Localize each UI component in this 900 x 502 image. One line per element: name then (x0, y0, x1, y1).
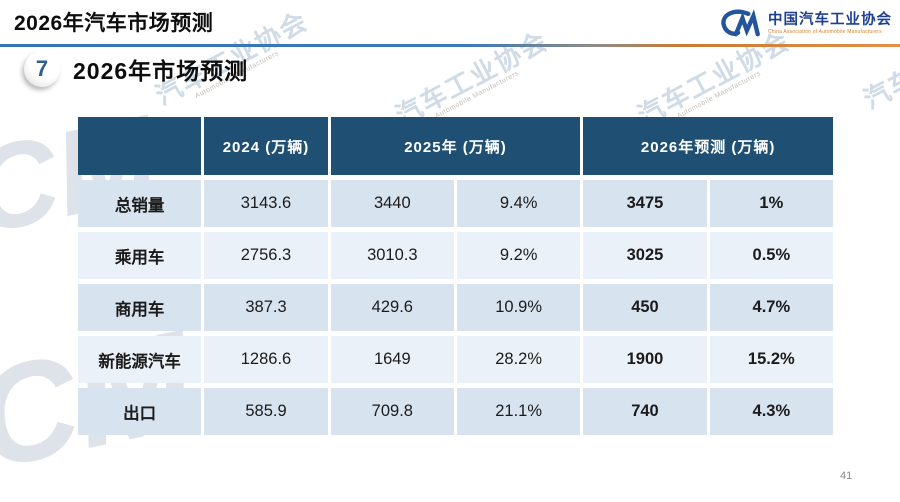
table-row: 新能源汽车 1286.6 1649 28.2% 1900 15.2% (78, 336, 833, 383)
caam-name-cn: 中国汽车工业协会 (768, 11, 892, 28)
cell-2026-growth: 1% (709, 180, 833, 227)
cell-2026-growth: 15.2% (709, 336, 833, 383)
cell-2025-growth: 28.2% (456, 336, 581, 383)
cell-2024: 387.3 (204, 284, 328, 331)
cell-2024: 1286.6 (204, 336, 328, 383)
cell-2025-value: 709.8 (330, 388, 454, 435)
table-row: 乘用车 2756.3 3010.3 9.2% 3025 0.5% (78, 232, 833, 279)
cell-2026-value: 3025 (583, 232, 707, 279)
table-row: 总销量 3143.6 3440 9.4% 3475 1% (78, 180, 833, 227)
cell-2025-value: 3440 (330, 180, 454, 227)
cell-2025-value: 3010.3 (330, 232, 454, 279)
cell-2025-growth: 10.9% (456, 284, 581, 331)
page-number: 41 (840, 470, 853, 482)
cell-2026-value: 1900 (583, 336, 707, 383)
row-label: 乘用车 (78, 232, 202, 279)
cell-2026-growth: 4.3% (709, 388, 833, 435)
table-row: 商用车 387.3 429.6 10.9% 450 4.7% (78, 284, 833, 331)
section-number-badge: 7 (24, 51, 60, 87)
cell-2025-growth: 9.4% (456, 180, 581, 227)
row-label: 新能源汽车 (78, 336, 202, 383)
cell-2025-growth: 9.2% (456, 232, 581, 279)
row-label: 出口 (78, 388, 202, 435)
section-heading: 2026年市场预测 (73, 58, 249, 84)
col-header-2025: 2025年 (万辆) (330, 117, 581, 175)
caam-logo-icon (721, 9, 760, 37)
caam-logo-text: 中国汽车工业协会 China Association of Automobile… (768, 11, 892, 35)
table-row: 出口 585.9 709.8 21.1% 740 4.3% (78, 388, 833, 435)
table-corner-cell (78, 117, 202, 175)
row-label: 总销量 (78, 180, 202, 227)
cell-2026-value: 740 (583, 388, 707, 435)
watermark-text-en: Automobile Manufacturers (434, 69, 521, 121)
col-header-2024: 2024 (万辆) (204, 117, 328, 175)
page-title: 2026年汽车市场预测 (14, 12, 214, 35)
forecast-table: 2024 (万辆) 2025年 (万辆) 2026年预测 (万辆) 总销量 31… (75, 112, 836, 440)
cell-2026-growth: 0.5% (709, 232, 833, 279)
watermark-text-en: Automobile Manufacturers (676, 69, 763, 121)
cell-2025-value: 429.6 (330, 284, 454, 331)
cell-2025-growth: 21.1% (456, 388, 581, 435)
caam-name-en: China Association of Automobile Manufact… (768, 28, 882, 35)
section-heading-row: 7 2026年市场预测 (24, 51, 248, 87)
row-label: 商用车 (78, 284, 202, 331)
cell-2025-value: 1649 (330, 336, 454, 383)
title-underline (0, 44, 900, 47)
caam-logo: 中国汽车工业协会 China Association of Automobile… (719, 8, 892, 40)
cell-2024: 3143.6 (204, 180, 328, 227)
cell-2026-value: 450 (583, 284, 707, 331)
cell-2026-growth: 4.7% (709, 284, 833, 331)
col-header-2026: 2026年预测 (万辆) (583, 117, 833, 175)
cell-2026-value: 3475 (583, 180, 707, 227)
cell-2024: 2756.3 (204, 232, 328, 279)
cell-2024: 585.9 (204, 388, 328, 435)
table-header-row: 2024 (万辆) 2025年 (万辆) 2026年预测 (万辆) (78, 117, 833, 175)
